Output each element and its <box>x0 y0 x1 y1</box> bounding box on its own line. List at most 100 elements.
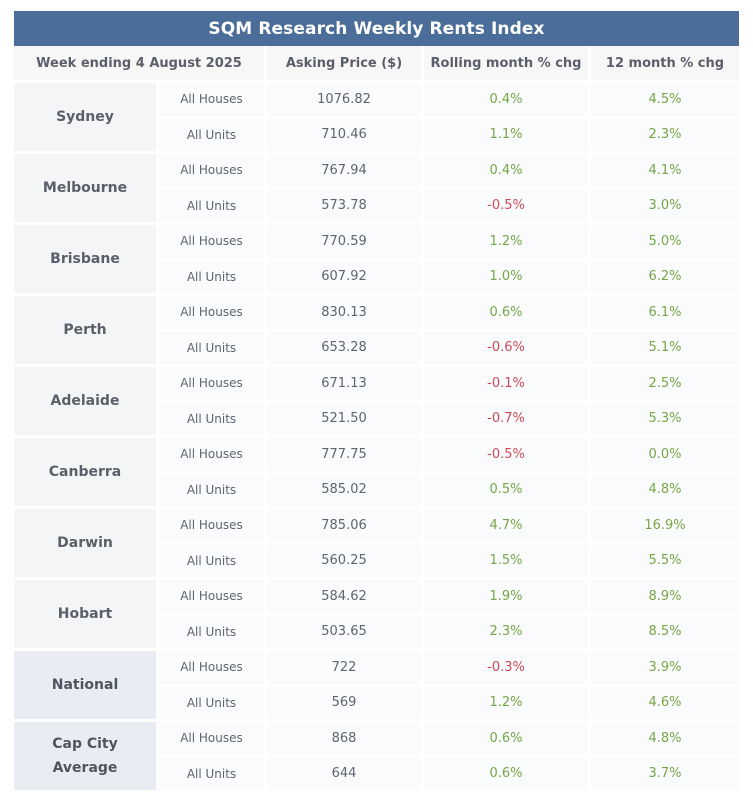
header-12-month: 12 month % chg <box>591 46 739 83</box>
header-week: Week ending 4 August 2025 <box>14 46 267 83</box>
asking-price: 785.06 <box>267 509 424 545</box>
rolling-month-change: -0.1% <box>424 367 591 403</box>
table-row: All Units 607.92 1.0% 6.2% <box>14 260 739 296</box>
asking-price: 585.02 <box>267 473 424 509</box>
12-month-change: 5.0% <box>591 225 739 261</box>
asking-price: 560.25 <box>267 544 424 580</box>
table-row: All Units 710.46 1.1% 2.3% <box>14 118 739 154</box>
table-row: National All Houses 722 -0.3% 3.9% <box>14 651 739 722</box>
12-month-change: 0.0% <box>591 438 739 474</box>
12-month-change: 3.7% <box>591 757 739 793</box>
table-row: All Units 653.28 -0.6% 5.1% <box>14 331 739 367</box>
rolling-month-change: 1.5% <box>424 544 591 580</box>
rolling-month-change: 0.4% <box>424 83 591 119</box>
property-type: All Units <box>159 189 267 225</box>
property-type: All Units <box>159 757 267 793</box>
rolling-month-change: -0.6% <box>424 331 591 367</box>
property-type: All Units <box>159 260 267 296</box>
rolling-month-change: 0.5% <box>424 473 591 509</box>
asking-price: 653.28 <box>267 331 424 367</box>
table-row: Sydney All Houses 1076.82 0.4% 4.5% <box>14 83 739 154</box>
property-type: All Houses <box>159 722 267 758</box>
asking-price: 503.65 <box>267 615 424 651</box>
rolling-month-change: -0.3% <box>424 651 591 687</box>
city-label-line: Perth <box>63 322 107 338</box>
table-row: All Units 644 0.6% 3.7% <box>14 757 739 793</box>
12-month-change: 4.5% <box>591 83 739 119</box>
12-month-change: 4.1% <box>591 154 739 190</box>
rolling-month-change: 1.0% <box>424 260 591 296</box>
rolling-month-change: -0.5% <box>424 438 591 474</box>
asking-price: 722 <box>267 651 424 687</box>
asking-price: 777.75 <box>267 438 424 474</box>
rolling-month-change: 2.3% <box>424 615 591 651</box>
12-month-change: 2.5% <box>591 367 739 403</box>
city-label-line: Canberra <box>48 464 122 480</box>
city-label-line: Sydney <box>56 109 114 125</box>
city-label-line: Average <box>52 760 118 776</box>
asking-price: 569 <box>267 686 424 722</box>
table-row: All Units 573.78 -0.5% 3.0% <box>14 189 739 225</box>
header-row: Week ending 4 August 2025 Asking Price (… <box>14 46 739 83</box>
property-type: All Houses <box>159 651 267 687</box>
table-row: All Units 521.50 -0.7% 5.3% <box>14 402 739 438</box>
property-type: All Units <box>159 331 267 367</box>
asking-price: 770.59 <box>267 225 424 261</box>
property-type: All Houses <box>159 580 267 616</box>
asking-price: 521.50 <box>267 402 424 438</box>
property-type: All Houses <box>159 154 267 190</box>
property-type: All Houses <box>159 509 267 545</box>
city-label-adelaide: Adelaide <box>14 367 159 438</box>
city-label-line: National <box>51 677 119 693</box>
header-rolling-month: Rolling month % chg <box>424 46 591 83</box>
property-type: All Houses <box>159 225 267 261</box>
rolling-month-change: 0.6% <box>424 722 591 758</box>
asking-price: 830.13 <box>267 296 424 332</box>
rolling-month-change: 1.9% <box>424 580 591 616</box>
rolling-month-change: 1.2% <box>424 686 591 722</box>
city-label-hobart: Hobart <box>14 580 159 651</box>
rents-table: Week ending 4 August 2025 Asking Price (… <box>14 46 739 793</box>
12-month-change: 2.3% <box>591 118 739 154</box>
property-type: All Units <box>159 473 267 509</box>
12-month-change: 8.5% <box>591 615 739 651</box>
city-label-cap-city-average: Cap City Average <box>14 722 159 793</box>
property-type: All Houses <box>159 296 267 332</box>
rolling-month-change: 4.7% <box>424 509 591 545</box>
city-label-line: Darwin <box>57 535 113 551</box>
asking-price: 573.78 <box>267 189 424 225</box>
rolling-month-change: 0.4% <box>424 154 591 190</box>
table-row: Darwin All Houses 785.06 4.7% 16.9% <box>14 509 739 580</box>
city-label-line: Melbourne <box>42 180 128 196</box>
asking-price: 584.62 <box>267 580 424 616</box>
property-type: All Houses <box>159 83 267 119</box>
header-asking-price: Asking Price ($) <box>267 46 424 83</box>
property-type: All Units <box>159 118 267 154</box>
property-type: All Units <box>159 615 267 651</box>
table-row: All Units 585.02 0.5% 4.8% <box>14 473 739 509</box>
property-type: All Houses <box>159 367 267 403</box>
property-type: All Units <box>159 402 267 438</box>
rolling-month-change: 1.1% <box>424 118 591 154</box>
city-label-canberra: Canberra <box>14 438 159 509</box>
asking-price: 1076.82 <box>267 83 424 119</box>
city-label-line: Cap City <box>52 736 118 752</box>
12-month-change: 16.9% <box>591 509 739 545</box>
city-label-line: Adelaide <box>50 393 120 409</box>
city-label-melbourne: Melbourne <box>14 154 159 225</box>
12-month-change: 4.6% <box>591 686 739 722</box>
rents-index-table-container: SQM Research Weekly Rents Index Week end… <box>14 11 739 793</box>
city-label-line: Hobart <box>57 606 113 622</box>
table-title: SQM Research Weekly Rents Index <box>14 11 739 46</box>
property-type: All Units <box>159 686 267 722</box>
12-month-change: 6.2% <box>591 260 739 296</box>
table-row: Adelaide All Houses 671.13 -0.1% 2.5% <box>14 367 739 438</box>
12-month-change: 4.8% <box>591 722 739 758</box>
rolling-month-change: 0.6% <box>424 757 591 793</box>
table-row: Cap City Average All Houses 868 0.6% 4.8% <box>14 722 739 793</box>
asking-price: 868 <box>267 722 424 758</box>
city-label-line: Brisbane <box>50 251 120 267</box>
12-month-change: 4.8% <box>591 473 739 509</box>
asking-price: 767.94 <box>267 154 424 190</box>
rolling-month-change: 0.6% <box>424 296 591 332</box>
